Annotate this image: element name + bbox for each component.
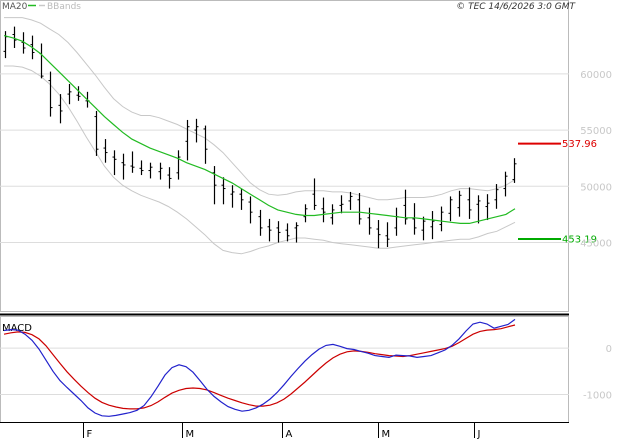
price-bar	[139, 160, 144, 176]
ma-legend-label: MA20	[2, 2, 28, 12]
price-bar	[12, 26, 17, 48]
price-bar	[357, 193, 362, 225]
price-bar	[303, 204, 308, 223]
price-bar	[494, 184, 499, 209]
price-bar	[148, 162, 153, 179]
price-bar	[103, 139, 108, 163]
price-bar	[58, 94, 63, 124]
copyright-text: © TEC 14/6/2026 3:0 GMT	[456, 2, 576, 12]
price-bar	[94, 110, 99, 156]
macd-line	[3, 318, 516, 417]
price-bar	[294, 222, 299, 243]
bbands-lower-line	[4, 65, 516, 255]
price-tick-label: 55000	[580, 126, 612, 137]
ma20-line	[3, 35, 516, 224]
price-tick-label: 60000	[580, 70, 612, 81]
price-bar	[258, 209, 263, 236]
price-bars	[3, 26, 517, 249]
price-bar	[212, 166, 217, 205]
macd-label: MACD	[2, 323, 32, 334]
price-bar	[476, 195, 481, 224]
bbands-lines	[4, 17, 516, 255]
price-bar	[185, 119, 190, 161]
month-label: A	[286, 429, 293, 440]
month-label: M	[186, 429, 195, 440]
price-axis-labels: 45000 50000 55000 60000	[580, 70, 612, 250]
price-bar	[448, 196, 453, 222]
price-bar	[130, 151, 135, 173]
price-bar	[112, 150, 117, 176]
macd-lines	[3, 318, 516, 417]
price-bar	[339, 195, 344, 214]
price-bar	[385, 222, 390, 248]
price-bar	[467, 187, 472, 219]
price-bar	[276, 221, 281, 243]
price-bar	[285, 223, 290, 242]
price-bar	[439, 206, 444, 232]
ma20-line-group	[3, 35, 516, 224]
price-bar	[167, 167, 172, 189]
price-bar	[394, 207, 399, 236]
price-bar	[248, 196, 253, 224]
month-label: F	[87, 429, 93, 440]
price-bar	[39, 43, 44, 79]
price-bar	[485, 194, 490, 221]
price-bar	[376, 220, 381, 249]
price-bar	[330, 204, 335, 225]
price-bar	[230, 185, 235, 208]
price-bar	[176, 150, 181, 180]
signal-line	[3, 324, 516, 410]
bbands-upper-line	[4, 17, 516, 201]
price-gridlines	[0, 73, 569, 244]
macd-tick-label: 0	[606, 344, 612, 355]
price-bar	[194, 118, 199, 143]
level-label: 453.19	[562, 234, 597, 245]
price-tick-label: 45000	[580, 239, 612, 250]
price-bar	[67, 83, 72, 105]
price-levels: 537.96 453.19	[518, 139, 597, 245]
price-panel-frame	[0, 0, 569, 312]
price-bar	[76, 86, 81, 101]
price-bar	[239, 188, 244, 210]
price-bar	[430, 211, 435, 240]
price-bar	[312, 178, 317, 210]
price-bar	[321, 197, 326, 223]
price-bar	[48, 71, 53, 117]
price-bar	[403, 189, 408, 225]
price-bar	[221, 177, 226, 205]
price-bar	[203, 125, 208, 164]
macd-axis-labels: 0 -1000	[583, 344, 612, 401]
price-bar	[512, 158, 517, 183]
macd-panel-frame	[0, 316, 569, 423]
macd-tick-label: -1000	[583, 391, 612, 402]
price-bar	[121, 153, 126, 180]
price-bar	[503, 171, 508, 197]
price-bar	[367, 207, 372, 235]
level-label: 537.96	[562, 139, 597, 150]
price-bar	[158, 162, 163, 180]
price-bar	[457, 190, 462, 217]
macd-gridlines	[0, 347, 569, 395]
month-label: J	[477, 429, 481, 440]
price-bar	[421, 216, 426, 241]
bbands-legend-label: BBands	[47, 2, 81, 12]
price-bar	[412, 203, 417, 235]
price-bar	[267, 218, 272, 242]
price-bar	[348, 191, 353, 210]
price-tick-label: 50000	[580, 182, 612, 193]
price-bar	[3, 31, 8, 59]
month-label: M	[382, 429, 391, 440]
